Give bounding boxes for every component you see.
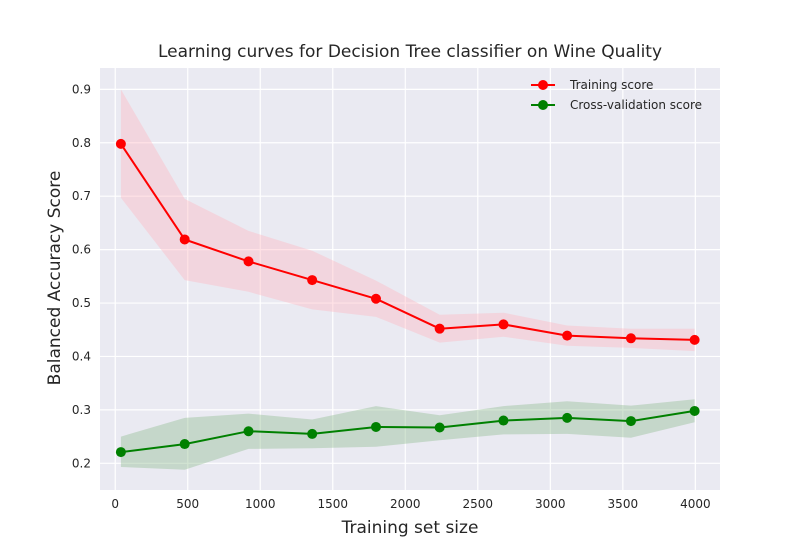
y-tick-label: 0.3 — [72, 403, 91, 417]
chart-title: Learning curves for Decision Tree classi… — [158, 42, 662, 62]
data-point — [115, 447, 126, 458]
data-point — [179, 439, 190, 450]
data-point — [370, 421, 381, 432]
x-tick-label: 2000 — [390, 497, 421, 511]
data-point — [115, 138, 126, 149]
data-point — [625, 333, 636, 344]
data-point — [434, 323, 445, 334]
x-tick-label: 3500 — [608, 497, 639, 511]
data-point — [307, 275, 318, 286]
y-tick-label: 0.4 — [72, 349, 91, 363]
data-point — [498, 415, 509, 426]
x-tick-label: 1500 — [317, 497, 348, 511]
data-point — [562, 412, 573, 423]
grid-lines — [100, 68, 720, 490]
legend-label: Training score — [569, 78, 653, 92]
legend-label: Cross-validation score — [570, 98, 702, 112]
y-tick-label: 0.6 — [72, 243, 91, 257]
data-point — [243, 256, 254, 267]
x-tick-label: 2500 — [463, 497, 494, 511]
series-line-1 — [120, 409, 695, 454]
y-tick-label: 0.8 — [72, 136, 91, 150]
data-point — [434, 422, 445, 433]
x-axis-ticks: 0 500 1000 1500 2000 2500 3000 3500 4000 — [111, 497, 710, 511]
x-axis-label: Training set size — [341, 518, 479, 538]
data-point — [498, 319, 509, 330]
confidence-band-0 — [120, 89, 695, 352]
x-tick-label: 1000 — [245, 497, 276, 511]
confidence-band-1 — [120, 399, 695, 470]
data-point — [562, 330, 573, 341]
data-point — [307, 428, 318, 439]
legend-marker — [538, 80, 548, 90]
y-tick-label: 0.9 — [72, 82, 91, 96]
confidence-bands — [120, 89, 695, 470]
data-point — [625, 416, 636, 427]
legend-marker — [538, 100, 548, 110]
series-points — [115, 138, 700, 458]
x-tick-label: 0 — [111, 497, 119, 511]
data-point — [179, 234, 190, 245]
y-tick-label: 0.5 — [72, 296, 91, 310]
y-axis-label: Balanced Accuracy Score — [45, 171, 65, 386]
data-point — [243, 426, 254, 437]
legend: Training score Cross-validation score — [531, 78, 702, 112]
data-point — [689, 405, 700, 416]
series-line-0 — [120, 143, 695, 341]
x-tick-label: 4000 — [680, 497, 711, 511]
data-point — [370, 293, 381, 304]
series-lines — [120, 143, 695, 454]
x-tick-label: 3000 — [535, 497, 566, 511]
y-axis-ticks: 0.2 0.3 0.4 0.5 0.6 0.7 0.8 0.9 — [72, 82, 91, 470]
x-tick-label: 500 — [176, 497, 199, 511]
y-tick-label: 0.7 — [72, 189, 91, 203]
data-point — [689, 334, 700, 345]
y-tick-label: 0.2 — [72, 456, 91, 470]
